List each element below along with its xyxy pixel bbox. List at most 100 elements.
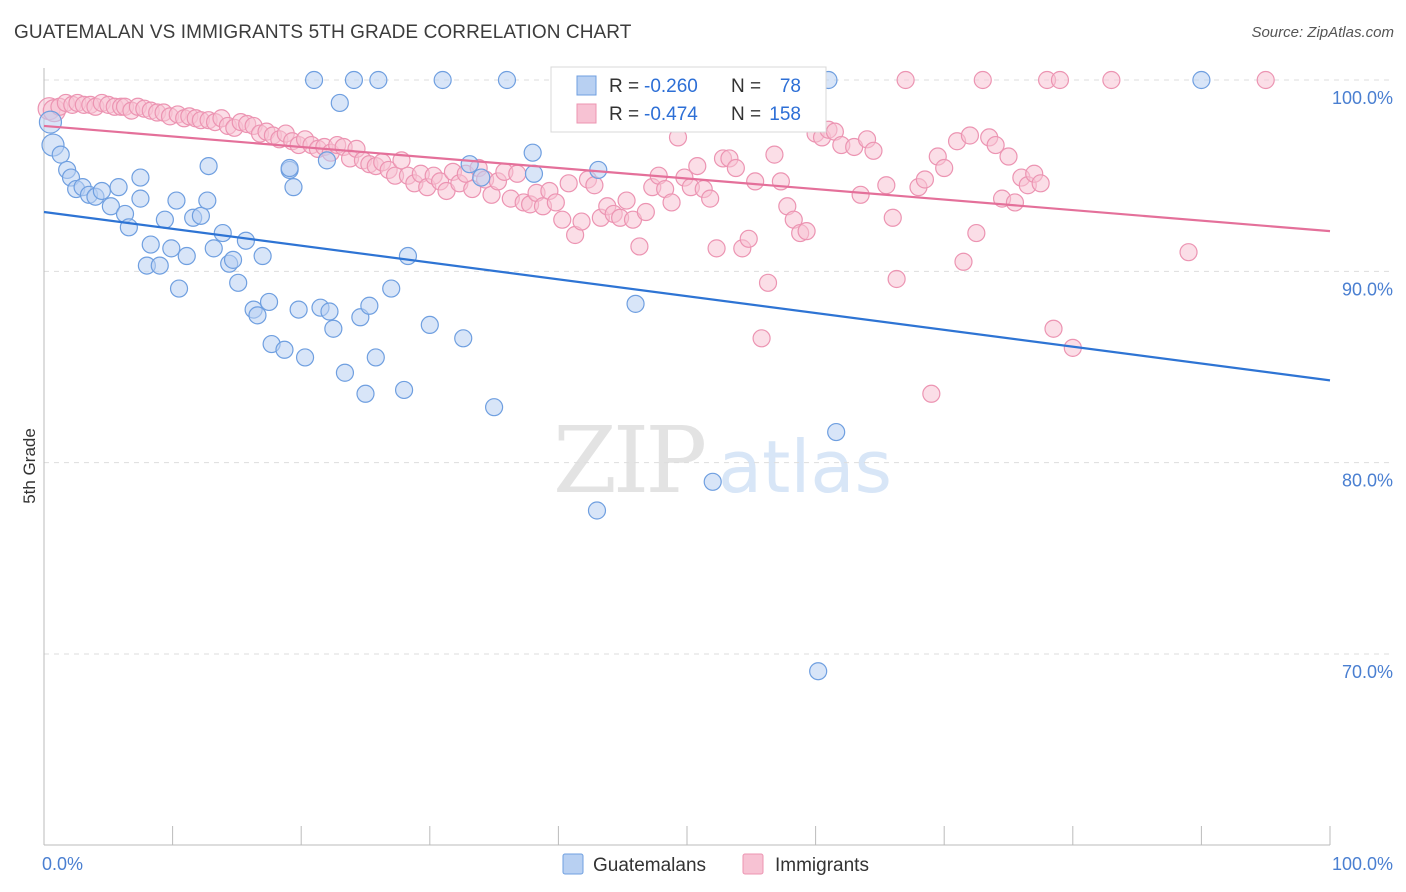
guatemalans-point (204, 239, 223, 258)
y-tick-label: 100.0% (1332, 88, 1393, 108)
guatemalans-point (280, 158, 299, 178)
guatemalans-point (131, 168, 150, 187)
immigrants-point (986, 135, 1005, 155)
guatemalans-point (382, 279, 401, 298)
guatemalans-point (369, 70, 388, 90)
legend-r-value-immigrants: -0.474 (644, 104, 698, 125)
watermark: ZIP atlas (553, 407, 892, 514)
immigrants-point (915, 170, 935, 189)
guatemalans-point (131, 189, 150, 208)
guatemalans-point (398, 246, 418, 266)
guatemalans-point (454, 329, 473, 348)
guatemalans-point (177, 246, 196, 266)
guatemalans-point (236, 231, 256, 250)
immigrants-point (617, 191, 636, 210)
guatemalans-point (320, 302, 339, 321)
guatemalans-point (460, 155, 479, 174)
immigrants-point (851, 185, 870, 204)
guatemalans-point (523, 143, 542, 162)
immigrants-point (954, 252, 973, 271)
guatemalans-point (394, 380, 414, 400)
guatemalans-point (155, 210, 174, 229)
trend-layer (43, 124, 1331, 382)
legend-swatch-guatemalans (576, 75, 597, 96)
immigrants-point (967, 223, 986, 243)
immigrants-point (553, 210, 572, 229)
series-legend: Guatemalans Immigrants (562, 853, 869, 876)
immigrants-point (662, 193, 681, 212)
guatemalans-point (330, 93, 349, 113)
correlation-legend: R = -0.260 N = 78 R = -0.474 N = 158 (550, 66, 827, 133)
guatemalans-trend-line (43, 210, 1331, 382)
legend-box (550, 66, 827, 133)
legend-n-value-immigrants: 158 (769, 104, 801, 125)
guatemalans-point (167, 191, 186, 210)
guatemalans-points (38, 70, 1211, 681)
y-axis-title: 5th Grade (20, 428, 39, 504)
bottom-legend-label-immigrants: Immigrants (775, 855, 869, 876)
immigrants-point (758, 273, 778, 292)
guatemalans-point (248, 306, 267, 325)
immigrants-point (1179, 243, 1198, 262)
immigrants-point (707, 239, 726, 258)
guatemalans-point (360, 296, 379, 315)
immigrants-point (1102, 70, 1121, 90)
y-tick-label: 90.0% (1342, 279, 1393, 299)
chart-source: Source: ZipAtlas.com (1251, 24, 1394, 41)
guatemalans-point (141, 235, 160, 254)
immigrants-point (973, 70, 992, 90)
legend-r-value-guatemalans: -0.260 (644, 76, 698, 97)
immigrants-point (883, 208, 902, 227)
immigrants-point (960, 126, 980, 145)
guatemalans-point (1192, 70, 1211, 90)
guatemalans-point (703, 472, 722, 491)
immigrants-point (572, 212, 591, 231)
guatemalans-point (335, 363, 355, 382)
guatemalans-point (304, 70, 324, 90)
immigrants-point (636, 202, 655, 222)
x-tick-label-start: 0.0% (42, 854, 83, 874)
guatemalans-point (284, 178, 303, 197)
y-tick-label: 80.0% (1342, 471, 1393, 491)
immigrants-point (1031, 174, 1050, 193)
guatemalans-point (472, 168, 491, 187)
guatemalans-point (295, 348, 315, 367)
grid-layer (44, 79, 1392, 655)
guatemalans-point (356, 384, 375, 403)
guatemalans-point (229, 273, 248, 292)
guatemalans-point (223, 250, 243, 269)
immigrants-point (896, 70, 915, 90)
immigrants-point (688, 157, 707, 176)
guatemalans-point (827, 422, 846, 442)
x-tick-label-end: 100.0% (1332, 854, 1393, 874)
guatemalans-point (433, 70, 452, 90)
guatemalans-point (198, 191, 217, 210)
guatemalans-point (213, 223, 232, 243)
guatemalans-point (253, 246, 272, 266)
immigrants-point (559, 174, 578, 193)
immigrants-point (726, 158, 745, 178)
guatemalans-point (38, 110, 63, 134)
guatemalans-point (92, 181, 111, 201)
legend-swatch-immigrants (576, 103, 597, 124)
immigrants-point (797, 222, 816, 241)
watermark-zip: ZIP (553, 407, 704, 514)
guatemalans-point (420, 315, 439, 335)
chart-title: GUATEMALAN VS IMMIGRANTS 5TH GRADE CORRE… (14, 22, 632, 43)
immigrants-point (935, 158, 954, 178)
guatemalans-point (199, 157, 218, 176)
immigrants-point (508, 164, 527, 183)
immigrants-point (887, 269, 906, 289)
immigrants-point (864, 141, 883, 160)
bottom-legend-label-guatemalans: Guatemalans (593, 855, 706, 876)
guatemalans-point (485, 398, 504, 417)
guatemalans-point (324, 319, 343, 338)
guatemalans-point (497, 70, 517, 90)
legend-n-label-guatemalans: N = (731, 76, 761, 97)
bottom-legend-swatch-guatemalans (562, 853, 584, 875)
immigrants-point (752, 329, 771, 348)
guatemalans-point (809, 662, 828, 681)
guatemalans-point (191, 206, 210, 225)
guatemalans-point (289, 300, 308, 319)
legend-r-label-immigrants: R = (609, 104, 639, 125)
